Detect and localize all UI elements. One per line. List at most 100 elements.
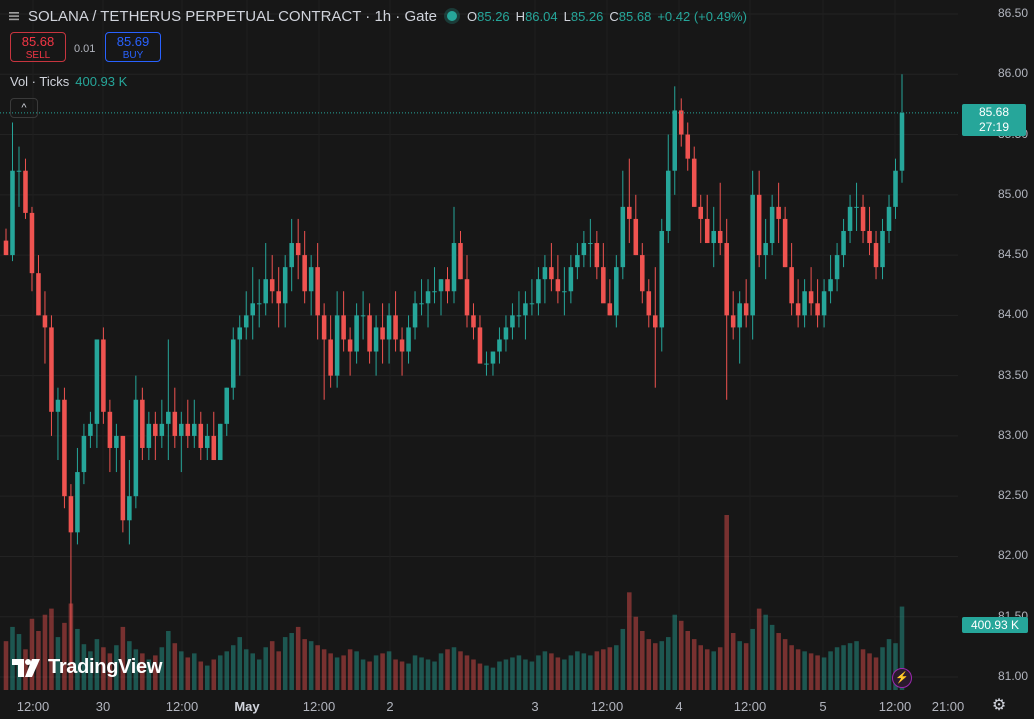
price-tick-label: 84.00	[997, 307, 1028, 322]
candle-body	[386, 315, 392, 340]
volume-bar	[107, 653, 113, 690]
candle-body	[419, 303, 424, 305]
volume-bar	[750, 628, 755, 690]
candle-body	[484, 363, 489, 365]
candle-body	[490, 351, 496, 364]
volume-bar	[250, 653, 255, 690]
candle-body	[302, 255, 307, 292]
candle-body	[704, 218, 710, 244]
volume-bar	[419, 657, 424, 690]
symbol-title[interactable]: SOLANA / TETHERUS PERPETUAL CONTRACT · 1…	[28, 7, 437, 25]
volume-bar	[529, 661, 535, 690]
candle-body	[711, 230, 716, 244]
candle-body	[68, 496, 74, 533]
volume-bar	[302, 639, 307, 690]
volume-legend[interactable]: Vol · Ticks 400.93 K	[10, 74, 127, 89]
candle-body	[646, 291, 652, 316]
candle-body	[867, 230, 872, 244]
candle-body	[847, 206, 853, 231]
volume-bar	[497, 661, 502, 690]
candle-body	[406, 327, 411, 352]
volume-bar	[140, 653, 145, 690]
candle-body	[237, 327, 243, 340]
collapse-legend-button[interactable]: ^	[10, 98, 38, 118]
candle-body	[523, 303, 528, 316]
menu-icon[interactable]	[8, 10, 20, 22]
volume-bar	[62, 622, 67, 690]
candle-body	[607, 303, 613, 316]
volume-bar	[471, 659, 476, 690]
candle-body	[659, 230, 665, 328]
candle-body	[62, 399, 67, 497]
candle-body	[133, 399, 139, 497]
candle-body	[516, 315, 522, 317]
candle-body	[873, 243, 879, 268]
candle-body	[724, 243, 729, 316]
candle-body	[114, 435, 119, 448]
candle-body	[756, 194, 762, 256]
volume-bar	[360, 659, 366, 690]
volume-bar	[627, 592, 632, 690]
gear-icon[interactable]: ⚙	[991, 697, 1007, 714]
candle-body	[802, 291, 807, 316]
volume-bar	[425, 659, 431, 690]
volume-bar	[224, 651, 230, 690]
lightning-icon[interactable]: ⚡	[892, 668, 912, 688]
volume-bar	[828, 651, 833, 690]
volume-bar	[536, 655, 541, 690]
candle-body	[640, 255, 645, 292]
volume-bar	[769, 624, 775, 690]
volume-bar	[821, 657, 827, 690]
candle-body	[276, 291, 281, 304]
volume-bar	[172, 643, 178, 690]
volume-bar	[354, 651, 359, 690]
volume-bar	[672, 614, 678, 690]
time-tick-label: 12:00	[878, 699, 912, 714]
candle-body	[653, 315, 658, 328]
candle-body	[81, 435, 87, 473]
volume-bar	[380, 653, 385, 690]
candle-body	[373, 327, 379, 352]
volume-bar	[510, 657, 515, 690]
candle-body	[665, 170, 671, 231]
volume-bar	[665, 637, 671, 690]
candle-body	[549, 267, 554, 280]
candle-body	[263, 279, 268, 304]
sell-button[interactable]: 85.68 SELL	[10, 32, 66, 62]
candle-body	[899, 112, 905, 171]
time-tick-label: 12:00	[590, 699, 624, 714]
tradingview-logo[interactable]: TradingView	[12, 656, 162, 679]
buy-button[interactable]: 85.69 BUY	[105, 32, 161, 62]
low-value: 85.26	[570, 8, 604, 24]
candle-body	[581, 243, 587, 256]
candle-body	[458, 243, 463, 280]
candle-body	[29, 212, 35, 274]
candle-body	[347, 339, 353, 352]
candle-body	[821, 291, 827, 316]
sell-label: SELL	[25, 50, 51, 61]
candle-body	[55, 399, 61, 412]
candle-body	[763, 243, 768, 256]
volume-bar	[789, 645, 794, 690]
bar-countdown: 27:19	[978, 120, 1010, 134]
price-tick-label: 83.50	[997, 367, 1028, 382]
volume-bar	[808, 653, 814, 690]
time-tick-label: 21:00	[931, 699, 965, 714]
volume-bar	[847, 643, 853, 690]
volume-bar	[854, 641, 859, 690]
candle-body	[828, 279, 833, 292]
candle-body	[893, 170, 898, 207]
volume-bar	[146, 659, 152, 690]
market-status-icon	[447, 11, 457, 21]
volume-bar	[490, 667, 496, 690]
close-key: C	[609, 8, 619, 24]
volume-bar	[685, 630, 691, 690]
volume-bar	[653, 643, 658, 690]
volume-bar	[153, 655, 158, 690]
candle-body	[341, 315, 346, 340]
volume-bar	[640, 630, 645, 690]
candle-body	[425, 291, 431, 304]
volume-bar	[451, 647, 457, 690]
low-key: L	[563, 8, 571, 24]
